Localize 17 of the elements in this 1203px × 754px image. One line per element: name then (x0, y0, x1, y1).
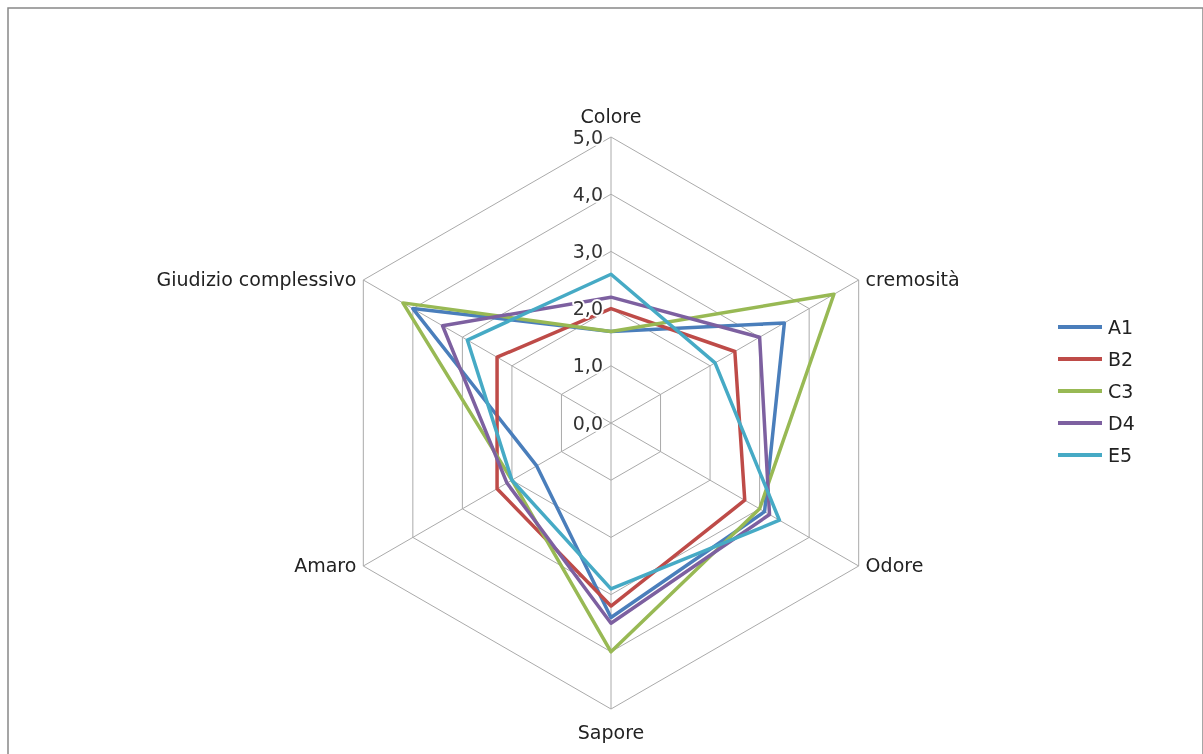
legend-label: E5 (1108, 443, 1133, 466)
spoke-label: Amaro (294, 554, 357, 576)
spoke-label: Colore (580, 105, 642, 127)
spoke-label: Odore (865, 554, 924, 576)
y-tick-label: 2,0 (572, 297, 603, 320)
legend-label: B2 (1108, 347, 1134, 370)
spoke-label: Giudizio complessivo (156, 268, 357, 290)
y-tick-label: 4,0 (572, 182, 603, 205)
legend-label: D4 (1108, 411, 1135, 434)
spoke-label: cremosità (865, 268, 960, 290)
y-tick-label: 1,0 (572, 354, 603, 377)
legend-label: A1 (1108, 315, 1134, 338)
y-tick-label: 0,0 (572, 411, 603, 434)
y-tick-label: 3,0 (572, 240, 603, 263)
y-tick-label: 5,0 (572, 125, 603, 148)
legend-label: C3 (1108, 379, 1134, 402)
spoke-label: Sapore (577, 721, 645, 743)
